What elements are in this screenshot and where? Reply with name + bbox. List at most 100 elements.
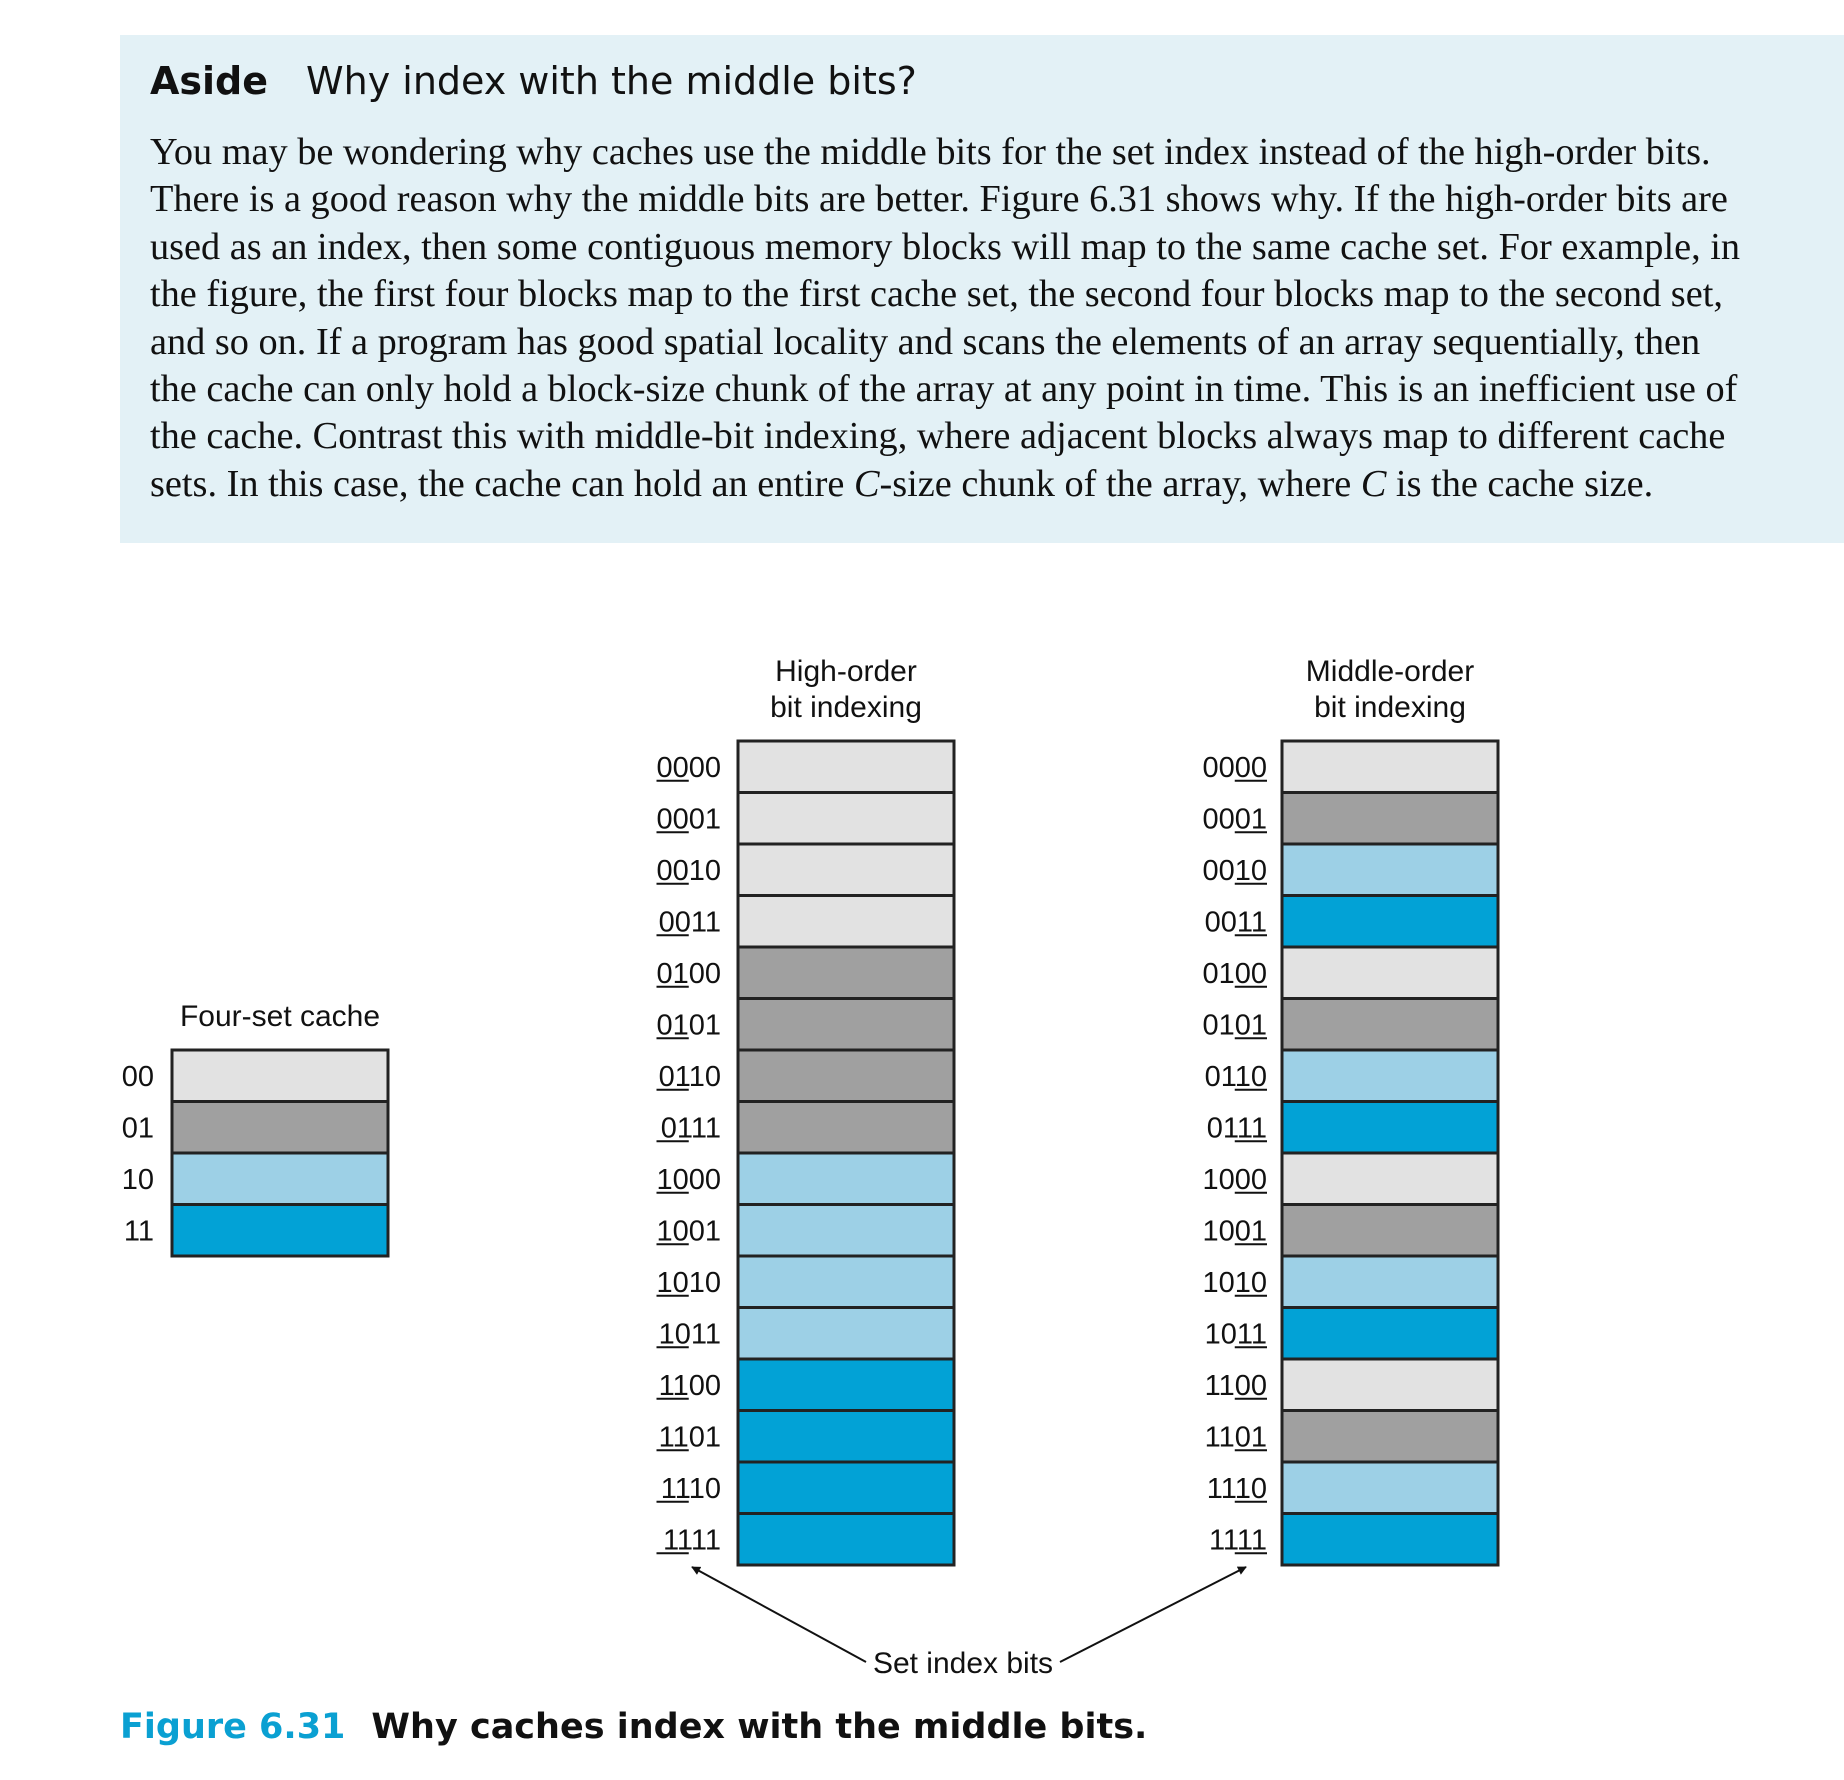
- cache-set-label: 10: [122, 1164, 154, 1196]
- memory-block: [1280, 1100, 1500, 1155]
- block-address-label: 1101: [659, 1421, 721, 1453]
- block-address-label: 1111: [1209, 1524, 1267, 1556]
- middle-order-title-line1: Middle-order: [1306, 655, 1474, 688]
- cache-title: Four-set cache: [180, 1000, 380, 1033]
- memory-block: [1280, 1409, 1500, 1464]
- memory-block: [736, 739, 956, 794]
- block-address-label: 0001: [656, 803, 721, 835]
- memory-block: [1280, 1203, 1500, 1258]
- middle-order-title-line2: bit indexing: [1314, 691, 1466, 724]
- aside-label: Aside: [150, 59, 269, 103]
- block-address-label: 0111: [661, 1112, 721, 1144]
- memory-block: [736, 1357, 956, 1412]
- cache-set-label: 00: [122, 1061, 154, 1093]
- aside-line: the figure, the first four blocks map to…: [150, 273, 1723, 316]
- set-index-bits-label: Set index bits: [873, 1647, 1053, 1680]
- block-address-label: 1110: [1207, 1473, 1267, 1505]
- aside-line: You may be wondering why caches use the …: [150, 131, 1711, 173]
- memory-block: [736, 791, 956, 846]
- aside-line: the cache. Contrast this with middle-bit…: [150, 415, 1726, 458]
- memory-block: [1280, 1512, 1500, 1567]
- memory-block: [1280, 1460, 1500, 1515]
- block-address-label: 1010: [1202, 1267, 1267, 1299]
- aside-line-last: sets. In this case, the cache can hold a…: [150, 461, 1818, 508]
- block-address-label: 0110: [659, 1061, 721, 1093]
- aside-line: the cache can only hold a block-size chu…: [150, 368, 1738, 411]
- block-address-label: 0111: [1207, 1112, 1267, 1144]
- block-address-label: 1111: [663, 1524, 721, 1556]
- memory-block: [736, 1151, 956, 1206]
- block-address-label: 0101: [656, 1009, 721, 1041]
- memory-block: [736, 1254, 956, 1309]
- aside-body: You may be wondering why caches use the …: [150, 129, 1818, 508]
- memory-block: [736, 1100, 956, 1155]
- middle-order-blocks: 0000 0001 0010 0011 0100 0101 0110 0111 1000 1001…: [1202, 739, 1500, 1567]
- block-address-label: 0000: [1202, 752, 1267, 784]
- aside-line: used as an index, then some contiguous m…: [150, 225, 1741, 268]
- block-address-label: 1000: [1202, 1164, 1267, 1196]
- cache-size-variable: C: [1360, 462, 1387, 505]
- block-address-label: 0010: [656, 855, 721, 887]
- block-address-label: 1100: [1205, 1370, 1267, 1402]
- cache-set-block: [170, 1203, 390, 1258]
- aside-line: There is a good reason why the middle bi…: [150, 178, 1728, 221]
- memory-block: [736, 1460, 956, 1515]
- high-order-blocks: 0000 0001 0010 0011 0100 0101 0110 0111 1000 1001…: [656, 739, 956, 1567]
- high-order-title-line1: High-order: [775, 655, 917, 688]
- cache-set-label: 11: [124, 1215, 154, 1247]
- memory-block: [736, 1203, 956, 1258]
- block-address-label: 0011: [1205, 906, 1267, 938]
- aside-line: and so on. If a program has good spatial…: [150, 320, 1701, 363]
- memory-block: [1280, 842, 1500, 897]
- memory-block: [1280, 791, 1500, 846]
- memory-block: [736, 894, 956, 949]
- block-address-label: 0000: [656, 752, 721, 784]
- block-address-label: 0100: [656, 958, 721, 990]
- memory-block: [736, 1048, 956, 1103]
- block-address-label: 1100: [659, 1370, 721, 1402]
- aside-box: Aside Why index with the middle bits? You…: [120, 35, 1844, 543]
- block-address-label: 1000: [656, 1164, 721, 1196]
- memory-block: [736, 842, 956, 897]
- memory-block: [1280, 1048, 1500, 1103]
- aside-text: -size chunk of the array, where: [879, 462, 1361, 505]
- four-set-cache: 00 01 10 11: [122, 1048, 390, 1258]
- figure-caption-text: Why caches index with the middle bits.: [371, 1707, 1148, 1747]
- memory-block: [1280, 894, 1500, 949]
- block-address-label: 0010: [1202, 855, 1267, 887]
- memory-block: [1280, 1151, 1500, 1206]
- memory-block: [736, 1512, 956, 1567]
- block-address-label: 1101: [1205, 1421, 1267, 1453]
- memory-block: [1280, 945, 1500, 1000]
- memory-block: [736, 1409, 956, 1464]
- memory-block: [1280, 997, 1500, 1052]
- memory-block: [1280, 1357, 1500, 1412]
- high-order-title-line2: bit indexing: [770, 691, 922, 724]
- block-address-label: 0110: [1205, 1061, 1267, 1093]
- block-address-label: 1110: [661, 1473, 721, 1505]
- figure-number: Figure 6.31: [120, 1707, 346, 1747]
- block-address-label: 0101: [1202, 1009, 1267, 1041]
- memory-block: [736, 1306, 956, 1361]
- memory-block: [1280, 739, 1500, 794]
- cache-set-block: [170, 1100, 390, 1155]
- cache-set-block: [170, 1151, 390, 1206]
- aside-header: Aside Why index with the middle bits?: [150, 59, 917, 103]
- cache-set-block: [170, 1048, 390, 1103]
- arrow-to-middle-order-bits: [1059, 1566, 1247, 1663]
- memory-block: [1280, 1254, 1500, 1309]
- memory-block: [736, 997, 956, 1052]
- figure-caption: Figure 6.31 Why caches index with the mid…: [120, 1707, 1147, 1747]
- aside-title: Why index with the middle bits?: [306, 59, 917, 103]
- memory-block: [736, 945, 956, 1000]
- block-address-label: 1011: [659, 1318, 721, 1350]
- block-address-label: 0100: [1202, 958, 1267, 990]
- block-address-label: 0011: [659, 906, 721, 938]
- aside-text: sets. In this case, the cache can hold a…: [150, 462, 854, 505]
- block-address-label: 1001: [656, 1215, 721, 1247]
- block-address-label: 1001: [1202, 1215, 1267, 1247]
- block-address-label: 0001: [1202, 803, 1267, 835]
- block-address-label: 1011: [1205, 1318, 1267, 1350]
- aside-text: is the cache size.: [1386, 462, 1654, 505]
